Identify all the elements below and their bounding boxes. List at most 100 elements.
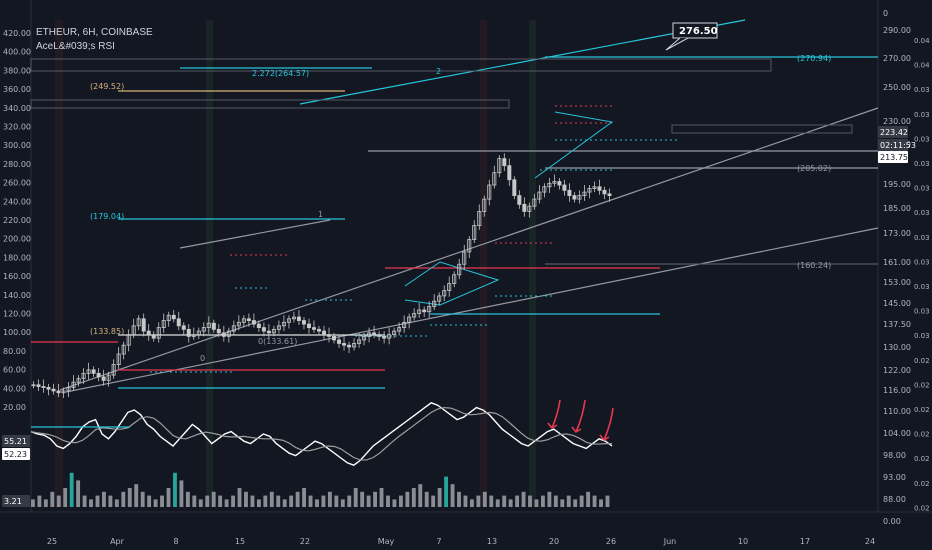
annotation-133-b: 0(133.61) [258, 337, 297, 346]
volume-bar [360, 491, 365, 507]
right-axis-tick: 153.00 [883, 278, 911, 287]
volume-bar [134, 484, 139, 507]
price-tag-volume: 3.21 [4, 497, 22, 506]
ratio-axis-tick: 0.03 [914, 86, 930, 94]
candle-body [562, 184, 567, 191]
candle-body [392, 330, 397, 336]
volume-bar [547, 491, 552, 507]
price-tag-volume-bg [2, 495, 30, 507]
volume-bar [218, 495, 223, 507]
candle-body [402, 321, 407, 329]
annotation-249: (249.52) [90, 82, 124, 91]
candle-body [206, 322, 211, 329]
volume-bar [489, 495, 494, 507]
right-axis-tick: 145.00 [883, 299, 911, 308]
candle-body [281, 321, 286, 327]
candle-body [377, 334, 382, 337]
right-axis-tick: 116.00 [883, 386, 911, 395]
candle-body [171, 314, 176, 320]
candle-body [447, 283, 452, 292]
candle-body [517, 195, 522, 205]
candle-body [266, 330, 271, 334]
x-axis-tick: 15 [235, 537, 245, 546]
volume-bar [50, 491, 55, 507]
candle-body [422, 309, 427, 313]
volume-bar [599, 499, 603, 507]
rsi-smooth-line [30, 406, 612, 461]
candle-body [226, 330, 231, 337]
right-axis-tick: 104.00 [883, 429, 911, 438]
rsi-arrow [547, 399, 561, 430]
volume-bar [153, 499, 158, 507]
candle-body [236, 321, 241, 327]
candle-body [86, 369, 91, 374]
volume-bar [31, 499, 35, 507]
volume-bar [392, 499, 397, 507]
volume-bar [289, 495, 294, 507]
right-axis-tick: 122.00 [883, 366, 911, 375]
annotation-133-a: (133.85) [90, 327, 124, 336]
candle-body [151, 334, 156, 339]
candle-body [301, 320, 306, 325]
right-axis-tick: 230.00 [883, 117, 911, 126]
price-tag-left-b: 52.23 [4, 450, 27, 459]
volume-bar [463, 495, 468, 507]
x-axis-tick: 22 [300, 537, 310, 546]
left-axis-tick: 120.00 [3, 310, 31, 319]
indicator-line: AceL&#039;s RSI [36, 41, 115, 52]
volume-bar [185, 491, 190, 507]
left-axis-tick: 300.00 [3, 141, 31, 150]
ratio-axis-tick: 0.02 [914, 357, 930, 365]
x-axis-tick: 25 [47, 537, 57, 546]
volume-bar [269, 491, 274, 507]
ratio-axis-tick: 0.03 [914, 332, 930, 340]
rsi-arrow [571, 399, 586, 434]
annotation-264: 2.272(264.57) [252, 69, 309, 78]
candle-body [241, 318, 246, 323]
trendline-lower [65, 227, 879, 393]
ratio-axis-tick: 0.03 [914, 185, 930, 193]
volume-bar [308, 495, 313, 507]
candle-body [452, 274, 457, 284]
candle-body [432, 300, 437, 307]
candle-body [66, 387, 71, 392]
trendline-target [299, 19, 746, 105]
ratio-axis-tick: 0.04 [914, 37, 930, 45]
annotation-label-2: 2 [436, 67, 441, 76]
right-axis-tick: 110.00 [883, 407, 911, 416]
x-axis-tick: May [378, 537, 395, 546]
x-axis-tick: Apr [110, 537, 125, 546]
candle-body [176, 318, 181, 327]
candle-body [46, 387, 51, 390]
candle-body [592, 186, 597, 189]
volume-bar [224, 499, 229, 507]
volume-bar [553, 495, 558, 507]
candle-body [442, 290, 447, 297]
volume-bar [508, 499, 513, 507]
x-axis-tick: 20 [549, 537, 559, 546]
highlight-band [529, 20, 536, 507]
candle-body [462, 251, 467, 265]
volume-bar [160, 495, 164, 507]
volume-bar [495, 499, 500, 507]
candle-body [417, 309, 422, 314]
candle-body [231, 325, 236, 332]
volume-bar [43, 499, 48, 507]
ratio-axis-tick: 0.02 [914, 381, 930, 389]
volume-bar [450, 484, 455, 507]
candle-body [577, 195, 582, 200]
x-axis-tick: 24 [865, 537, 875, 546]
candle-body [512, 179, 517, 196]
ratio-axis-tick: 0.03 [914, 283, 930, 291]
volume-bar [560, 499, 565, 507]
volume-bar [89, 499, 93, 507]
candle-body [191, 334, 196, 337]
right-axis-tick: 173.00 [883, 229, 911, 238]
right-axis-tick: 290.00 [883, 26, 911, 35]
left-axis-tick: 380.00 [3, 66, 31, 75]
candle-body [372, 332, 377, 336]
ratio-axis-tick: 0.02 [914, 431, 930, 439]
candle-body [497, 158, 502, 174]
annotation-label-1: 1 [318, 210, 323, 219]
